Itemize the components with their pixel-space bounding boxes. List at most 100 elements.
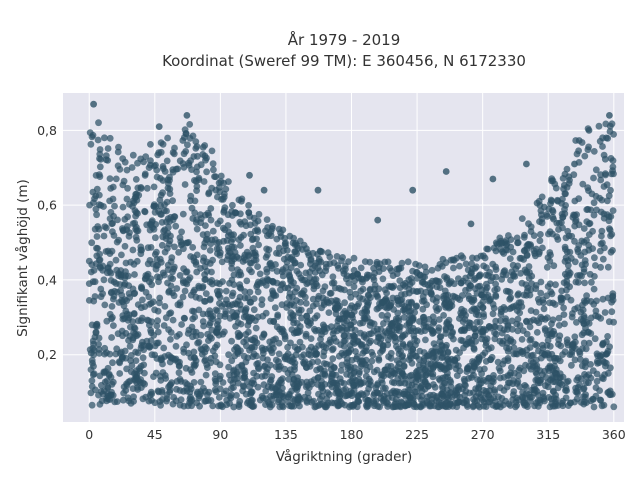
scatter-point xyxy=(389,369,397,376)
scatter-point xyxy=(593,370,601,378)
scatter-point xyxy=(150,183,158,191)
scatter-point xyxy=(201,388,209,395)
scatter-point xyxy=(167,274,175,281)
scatter-point xyxy=(572,137,580,144)
scatter-point xyxy=(166,388,174,396)
scatter-point xyxy=(498,308,505,315)
scatter-point xyxy=(506,255,514,262)
scatter-point xyxy=(580,265,588,273)
scatter-point xyxy=(268,401,276,409)
scatter-point xyxy=(138,246,146,254)
scatter-point xyxy=(278,281,285,289)
scatter-point xyxy=(266,338,274,346)
scatter-point xyxy=(241,256,249,264)
scatter-point xyxy=(184,402,192,410)
scatter-point xyxy=(605,213,613,221)
scatter-point xyxy=(278,328,285,336)
scatter-point xyxy=(247,259,255,267)
scatter-point xyxy=(373,258,381,266)
scatter-point xyxy=(230,384,237,391)
scatter-point xyxy=(392,315,400,323)
scatter-point xyxy=(552,281,559,289)
scatter-point xyxy=(610,318,617,326)
scatter-point xyxy=(191,362,198,370)
scatter-point xyxy=(352,290,359,298)
scatter-point xyxy=(141,303,149,310)
scatter-point xyxy=(96,173,104,181)
scatter-point xyxy=(130,329,138,336)
scatter-point xyxy=(427,290,435,297)
scatter-point xyxy=(418,387,426,395)
scatter-point xyxy=(106,175,114,183)
scatter-point xyxy=(262,387,270,395)
scatter-point xyxy=(151,306,159,314)
scatter-point xyxy=(504,321,512,329)
scatter-point xyxy=(133,236,141,244)
scatter-point xyxy=(179,293,187,301)
scatter-point xyxy=(317,365,325,373)
scatter-point xyxy=(415,366,423,374)
scatter-point xyxy=(190,354,198,361)
scatter-point xyxy=(359,295,367,303)
scatter-point xyxy=(366,258,374,266)
scatter-point xyxy=(554,355,562,362)
scatter-point xyxy=(191,313,199,321)
scatter-point xyxy=(562,234,570,242)
scatter-point xyxy=(505,345,513,352)
scatter-point xyxy=(579,306,587,314)
scatter-point xyxy=(424,360,432,367)
scatter-point xyxy=(562,384,570,392)
scatter-point xyxy=(314,358,322,366)
scatter-point xyxy=(96,372,104,380)
scatter-point xyxy=(237,234,245,241)
scatter-point xyxy=(108,220,116,228)
scatter-point xyxy=(451,356,459,364)
scatter-point xyxy=(378,379,386,387)
scatter-point xyxy=(217,172,225,180)
scatter-point xyxy=(590,174,597,182)
scatter-point xyxy=(114,216,121,224)
scatter-point xyxy=(583,236,590,244)
scatter-point xyxy=(123,195,131,203)
scatter-point xyxy=(319,371,327,378)
scatter-point xyxy=(350,382,357,389)
scatter-point xyxy=(549,402,557,410)
scatter-point xyxy=(207,397,215,404)
scatter-point xyxy=(300,359,307,367)
scatter-point xyxy=(517,299,525,306)
scatter-point xyxy=(129,285,137,293)
scatter-point xyxy=(607,248,615,256)
scatter-point xyxy=(231,300,239,308)
scatter-point xyxy=(533,199,541,207)
scatter-point xyxy=(110,295,117,303)
scatter-point xyxy=(227,376,235,384)
scatter-point xyxy=(218,195,225,203)
scatter-point xyxy=(88,383,96,390)
scatter-point xyxy=(134,317,142,325)
scatter-point xyxy=(373,366,381,374)
scatter-point xyxy=(218,258,226,266)
scatter-point xyxy=(568,313,576,321)
scatter-point xyxy=(528,352,535,359)
scatter-point xyxy=(180,245,187,253)
scatter-point xyxy=(175,249,183,256)
scatter-point xyxy=(593,377,601,385)
scatter-point xyxy=(185,161,193,169)
scatter-point xyxy=(338,400,346,407)
scatter-point xyxy=(340,342,348,350)
scatter-point xyxy=(338,257,345,265)
scatter-point xyxy=(525,263,533,270)
scatter-point xyxy=(590,300,598,308)
scatter-point xyxy=(565,180,573,187)
scatter-point xyxy=(565,267,572,275)
x-tick-label: 0 xyxy=(85,427,93,442)
scatter-point xyxy=(237,220,245,228)
scatter-point xyxy=(546,331,553,338)
scatter-point xyxy=(539,341,546,349)
scatter-point xyxy=(112,175,120,183)
scatter-point xyxy=(325,309,333,316)
scatter-point xyxy=(158,241,166,249)
x-tick-label: 45 xyxy=(147,427,163,442)
scatter-point xyxy=(596,194,603,202)
scatter-point xyxy=(555,219,563,227)
